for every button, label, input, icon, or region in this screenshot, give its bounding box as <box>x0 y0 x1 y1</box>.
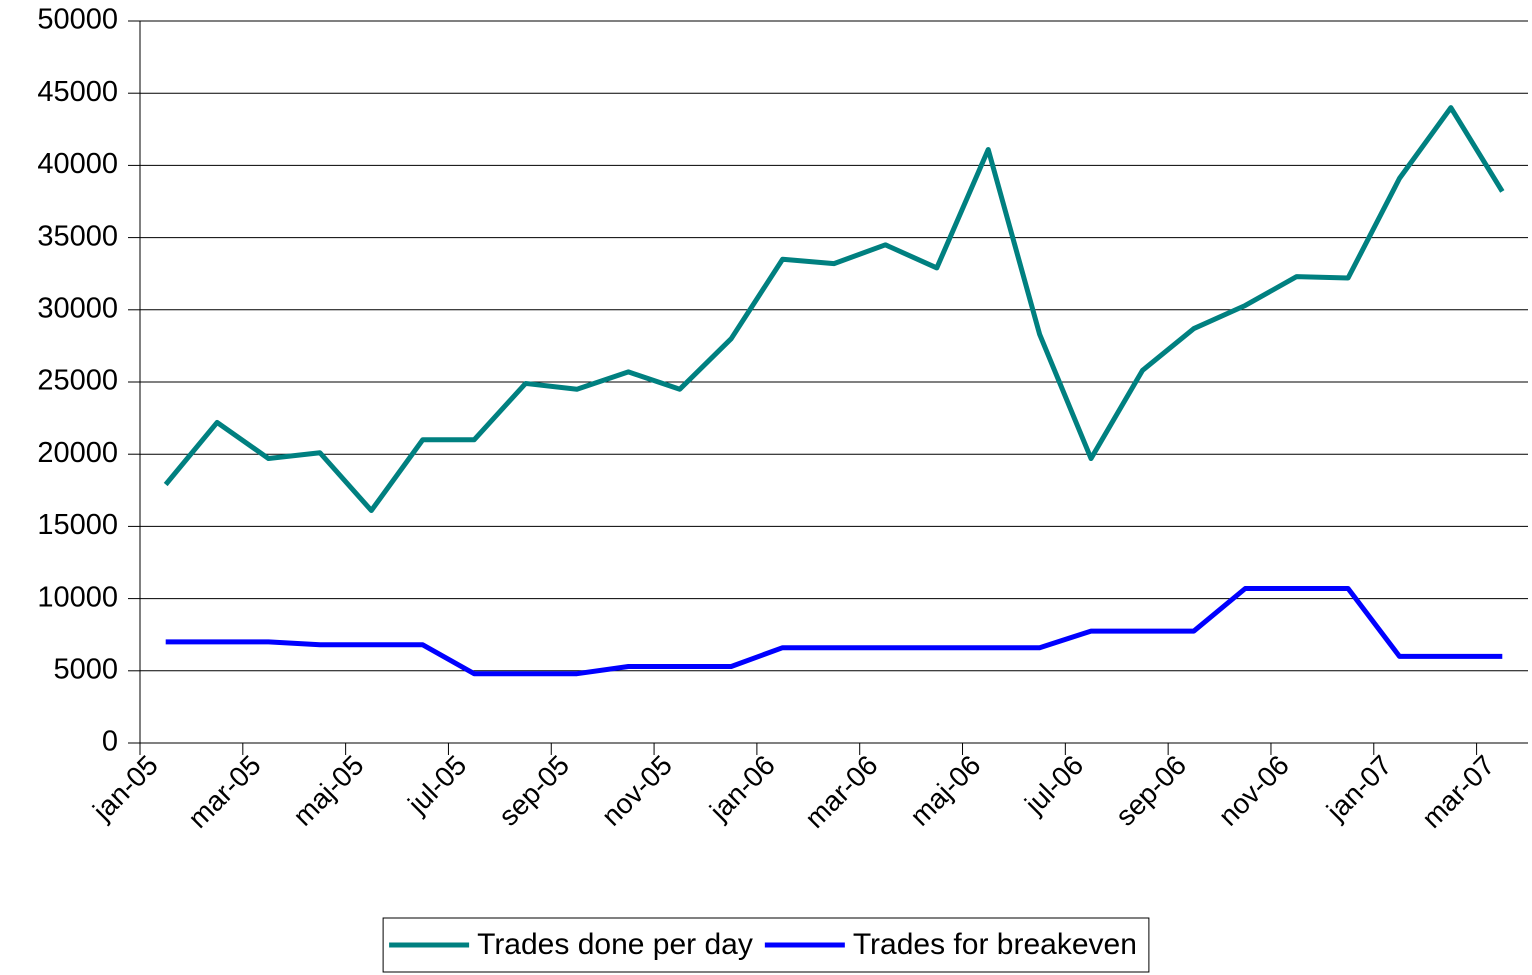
y-tick-label: 5000 <box>53 653 118 685</box>
x-tick-label: jan-06 <box>703 749 781 827</box>
y-tick-label: 0 <box>102 726 118 758</box>
x-tick-label: sep-06 <box>1110 749 1192 831</box>
y-tick-label: 40000 <box>37 148 118 180</box>
x-tick-label: sep-05 <box>493 749 575 831</box>
x-tick-label: nov-06 <box>1212 749 1294 831</box>
y-tick-label: 20000 <box>37 437 118 469</box>
y-tick-label: 25000 <box>37 365 118 397</box>
x-tick-label: nov-05 <box>596 749 678 831</box>
y-tick-label: 35000 <box>37 220 118 252</box>
x-tick-label: mar-07 <box>1416 749 1501 834</box>
series-line <box>163 105 1505 514</box>
x-tick-label: jul-06 <box>1018 749 1089 820</box>
legend-label: Trades for breakeven <box>853 928 1137 961</box>
x-tick-label: jan-07 <box>1320 749 1398 827</box>
x-tick-label: mar-05 <box>182 749 267 834</box>
x-tick-label: jan-05 <box>86 749 164 827</box>
y-tick-label: 15000 <box>37 509 118 541</box>
y-tick-label: 30000 <box>37 292 118 324</box>
y-tick-label: 45000 <box>37 76 118 108</box>
x-tick-label: jul-05 <box>401 749 472 820</box>
x-tick-label: maj-06 <box>904 749 986 831</box>
x-tick-label: mar-06 <box>799 749 884 834</box>
y-tick-label: 10000 <box>37 581 118 613</box>
legend-label: Trades done per day <box>477 928 753 961</box>
legend: Trades done per day Trades for breakeven <box>382 917 1150 973</box>
series-line <box>165 585 1503 677</box>
x-tick-label: maj-05 <box>287 749 369 831</box>
y-tick-label: 50000 <box>37 4 118 36</box>
